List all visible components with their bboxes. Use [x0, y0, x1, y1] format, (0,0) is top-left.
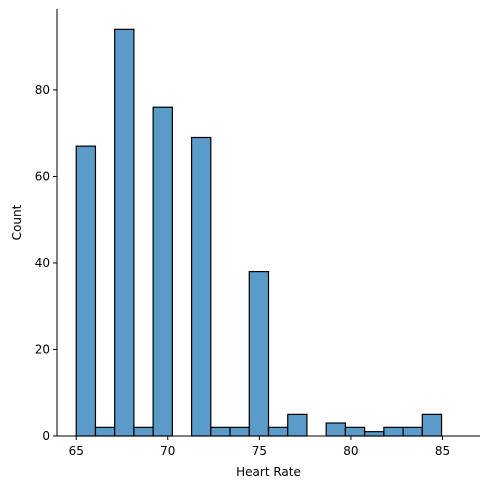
y-tick-label: 0 — [42, 429, 50, 443]
x-tick-label: 65 — [69, 444, 84, 458]
histogram-bar — [267, 426, 289, 437]
x-tick-label: 85 — [435, 444, 450, 458]
histogram-bar — [287, 413, 308, 437]
histogram-bar — [364, 431, 385, 437]
y-axis-ticks: 0 20 40 60 80 — [35, 83, 57, 443]
histogram-bar — [114, 28, 135, 437]
y-tick-label: 20 — [35, 342, 50, 356]
histogram-bar — [325, 422, 347, 437]
x-tick-label: 80 — [343, 444, 358, 458]
histogram-bar — [133, 426, 154, 437]
bars-group — [75, 28, 443, 437]
x-tick-label: 70 — [160, 444, 175, 458]
histogram-bar — [344, 426, 366, 437]
y-tick-label: 40 — [35, 256, 50, 270]
y-tick-label: 60 — [35, 169, 50, 183]
histogram-bar — [421, 413, 443, 437]
y-axis-label: Count — [10, 204, 24, 240]
histogram-bar — [383, 426, 404, 437]
histogram-bar — [190, 136, 212, 437]
y-tick-label: 80 — [35, 83, 50, 97]
x-axis-label: Heart Rate — [236, 465, 301, 479]
histogram-bar — [94, 426, 116, 437]
histogram-bar — [402, 426, 423, 437]
histogram-bar — [248, 271, 270, 437]
histogram-bar — [229, 426, 250, 437]
histogram-bar — [152, 106, 173, 437]
histogram-bar — [75, 145, 97, 437]
x-tick-label: 75 — [252, 444, 267, 458]
x-axis-ticks: 65 70 75 80 85 — [69, 436, 450, 458]
histogram-bar — [210, 426, 231, 437]
